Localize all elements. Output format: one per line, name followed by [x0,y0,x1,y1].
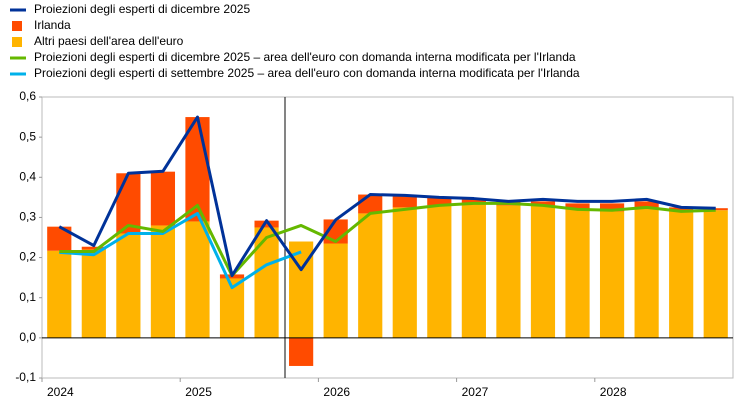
bar [461,198,486,203]
bar [530,201,556,206]
bar [703,208,728,211]
bar [703,210,728,338]
bar [358,194,383,214]
bar [116,233,141,338]
y-tick-label: 0,0 [19,330,36,344]
line [59,211,302,290]
legend-swatch [12,21,22,31]
legend-label: Proiezioni degli esperti di dicembre 202… [34,50,576,64]
bar [392,207,417,338]
bar [392,195,417,208]
legend-swatch [12,37,22,47]
plot-frame [41,96,734,379]
bar [427,197,452,206]
line [59,201,716,278]
bar [634,207,659,338]
bar [669,207,694,212]
y-tick-label: 0,1 [19,290,36,304]
legend-label: Irlanda [34,18,71,32]
bar [634,201,659,208]
bar [289,337,314,366]
x-tick-label: 2026 [323,385,350,399]
y-tick-label: 0,2 [19,250,36,264]
bar [427,205,452,338]
bar [150,171,176,226]
bar [496,205,521,338]
bar [565,209,590,338]
bar [323,243,348,338]
x-tick-label: 2025 [185,385,212,399]
y-tick-label: 0,3 [19,210,36,224]
bar [185,221,210,338]
y-tick-label: -0,1 [15,370,36,384]
bar [358,213,383,338]
bar [461,202,486,338]
bar [116,173,141,234]
line [58,115,716,278]
legend-label: Altri paesi dell'area dell'euro [34,34,184,48]
legend-label: Proiezioni degli esperti di settembre 20… [34,66,580,80]
x-tick-label: 2024 [47,385,74,399]
x-tick-label: 2028 [600,385,627,399]
bar [254,220,279,228]
bar [81,246,106,250]
bar [530,205,556,338]
bar [254,227,279,338]
bar [150,225,176,338]
bar [81,249,106,338]
bar [565,203,590,210]
bar [669,211,694,338]
bar [47,250,72,338]
x-tick-label: 2027 [462,385,489,399]
bar [599,203,625,212]
bar [599,211,625,338]
y-tick-label: 0,6 [19,89,36,103]
legend-label: Proiezioni degli esperti di dicembre 202… [34,2,250,16]
y-tick-label: 0,4 [19,169,36,183]
y-tick-label: 0,5 [19,129,36,143]
